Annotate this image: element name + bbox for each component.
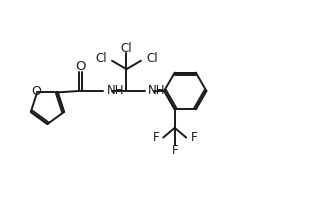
Text: F: F <box>152 131 159 144</box>
Text: O: O <box>75 60 86 73</box>
Text: F: F <box>171 144 178 157</box>
Text: O: O <box>31 85 41 98</box>
Text: Cl: Cl <box>146 52 158 65</box>
Text: Cl: Cl <box>121 42 132 55</box>
Text: Cl: Cl <box>95 52 107 65</box>
Text: NH: NH <box>148 84 166 97</box>
Text: F: F <box>190 131 197 144</box>
Text: NH: NH <box>107 84 124 97</box>
